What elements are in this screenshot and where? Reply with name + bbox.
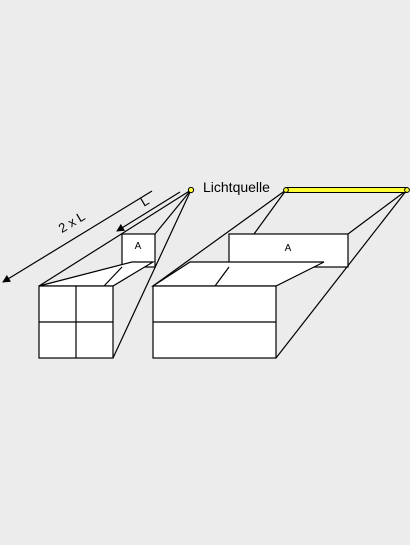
- small-screen-top-face: [38, 261, 156, 287]
- large-aperture-label: A: [285, 243, 292, 254]
- ray-lower-inner: [214, 266, 230, 287]
- line-source-setup: A: [150, 187, 410, 359]
- distance-arrow-2L: [2, 190, 153, 283]
- ray-left-outer: [152, 189, 287, 287]
- ray-top-left: [38, 189, 192, 287]
- distance-arrow-L: [116, 191, 181, 232]
- line-light-source-bar: [285, 187, 408, 193]
- ray-right-outer: [275, 189, 408, 359]
- distance-short-label: L: [138, 193, 152, 210]
- distance-long-label: 2 x L: [56, 208, 88, 235]
- ray-inner: [103, 266, 123, 287]
- ray-right-inner: [347, 189, 408, 235]
- large-screen-top-face: [150, 261, 325, 287]
- point-light-source-icon: [187, 186, 195, 194]
- line-source-end-left-icon: [283, 187, 289, 193]
- small-aperture-label: A: [135, 241, 142, 252]
- light-source-label: Lichtquelle: [203, 179, 270, 195]
- ray-bottom-right: [112, 189, 192, 359]
- ray-aperture: [154, 189, 192, 235]
- line-source-end-right-icon: [404, 187, 410, 193]
- ray-left-inner: [253, 189, 287, 235]
